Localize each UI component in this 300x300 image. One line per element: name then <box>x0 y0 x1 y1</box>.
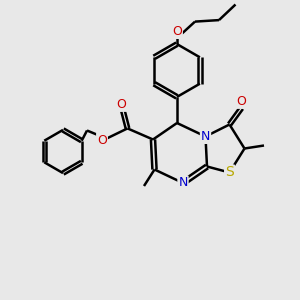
Text: O: O <box>237 95 246 108</box>
Text: S: S <box>225 166 234 179</box>
Text: N: N <box>201 130 210 143</box>
Text: O: O <box>172 25 182 38</box>
Text: N: N <box>178 176 188 190</box>
Text: O: O <box>97 134 107 147</box>
Text: O: O <box>117 98 126 111</box>
